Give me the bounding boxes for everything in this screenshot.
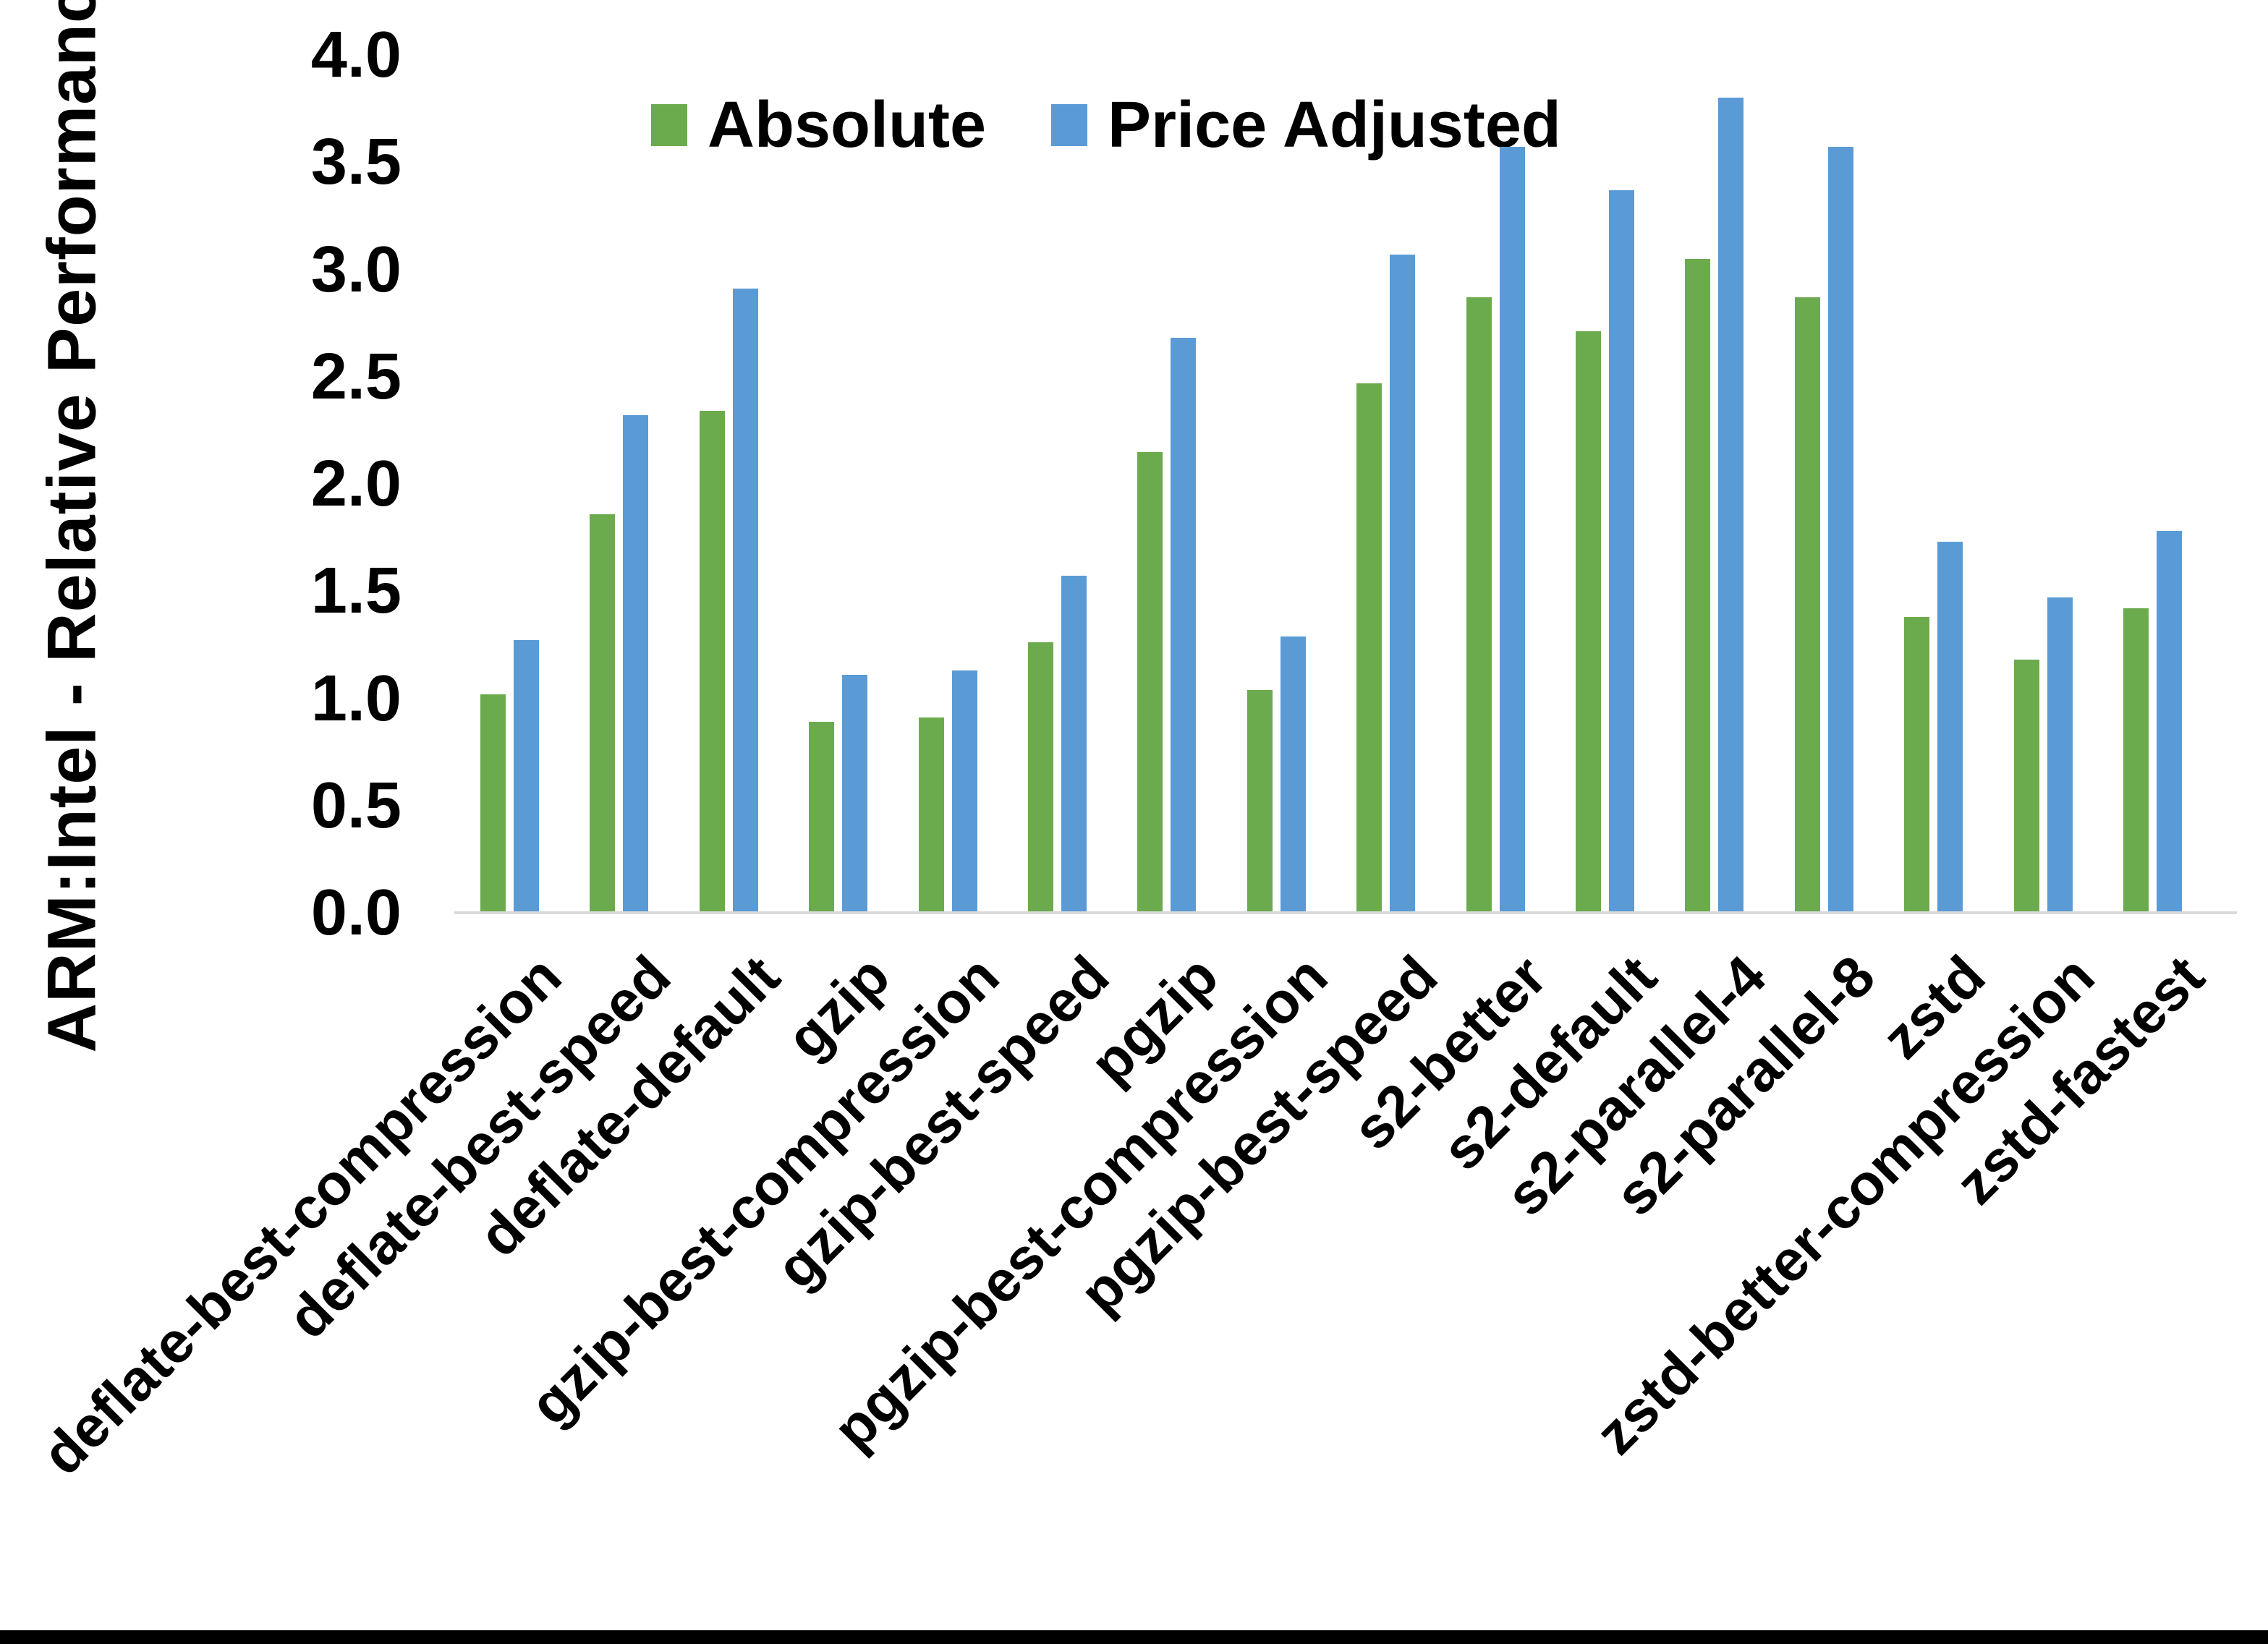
y-tick-1.0: 1.0 <box>310 662 402 735</box>
bar-price-adjusted-s2-parallel-4 <box>1718 98 1744 913</box>
bar-price-adjusted-gzip <box>842 675 867 913</box>
bar-price-adjusted-zstd-better-compression <box>2047 597 2073 913</box>
bar-price-adjusted-pgzip-best-speed <box>1390 255 1415 913</box>
bar-absolute-deflate-best-speed <box>590 514 615 913</box>
legend-swatch-price-adjusted-icon <box>1051 104 1088 146</box>
bar-price-adjusted-gzip-best-speed <box>1061 576 1087 913</box>
bar-price-adjusted-pgzip <box>1171 338 1196 913</box>
y-tick-2.5: 2.5 <box>310 340 402 413</box>
bar-price-adjusted-s2-better <box>1500 147 1525 913</box>
legend-swatch-absolute-icon <box>651 104 687 146</box>
bar-absolute-zstd-better-compression <box>2014 660 2039 913</box>
y-axis-title: ARM:Intel - Relative Performance <box>33 0 111 1053</box>
bar-absolute-pgzip-best-compression <box>1247 690 1273 913</box>
bar-price-adjusted-zstd-fastest <box>2157 531 2182 913</box>
bar-absolute-gzip-best-speed <box>1028 642 1053 913</box>
bar-absolute-deflate-best-compression <box>480 694 506 913</box>
bar-absolute-s2-default <box>1576 331 1601 913</box>
y-tick-3.5: 3.5 <box>310 126 402 199</box>
bar-absolute-s2-parallel-4 <box>1685 259 1710 913</box>
legend: Absolute Price Adjusted <box>651 93 1561 158</box>
bar-price-adjusted-zstd <box>1937 542 1963 913</box>
bar-price-adjusted-s2-parallel-8 <box>1828 147 1853 913</box>
bottom-border <box>0 1630 2268 1644</box>
bar-absolute-zstd <box>1904 617 1929 913</box>
bar-absolute-gzip-best-compression <box>919 717 944 913</box>
y-tick-3.0: 3.0 <box>310 233 402 306</box>
bar-price-adjusted-s2-default <box>1609 190 1634 913</box>
bar-price-adjusted-deflate-default <box>733 289 758 913</box>
legend-item-absolute: Absolute <box>651 93 986 158</box>
bar-absolute-deflate-default <box>700 411 725 913</box>
bar-price-adjusted-gzip-best-compression <box>952 670 977 913</box>
y-tick-0.5: 0.5 <box>310 769 402 842</box>
legend-item-price-adjusted: Price Adjusted <box>1051 93 1561 158</box>
bar-price-adjusted-pgzip-best-compression <box>1280 636 1306 913</box>
y-tick-1.5: 1.5 <box>310 555 402 628</box>
bar-price-adjusted-deflate-best-compression <box>514 640 539 913</box>
bar-absolute-s2-better <box>1466 297 1492 913</box>
y-tick-0.0: 0.0 <box>310 877 402 949</box>
x-axis-line <box>454 911 2237 914</box>
bar-price-adjusted-deflate-best-speed <box>623 415 648 913</box>
bar-absolute-zstd-fastest <box>2123 608 2149 913</box>
y-tick-4.0: 4.0 <box>310 19 402 91</box>
y-tick-2.0: 2.0 <box>310 448 402 520</box>
bar-absolute-gzip <box>809 722 834 913</box>
bar-absolute-s2-parallel-8 <box>1795 297 1820 913</box>
legend-label-price-adjusted: Price Adjusted <box>1108 89 1561 161</box>
bar-absolute-pgzip-best-speed <box>1356 383 1382 913</box>
legend-label-absolute: Absolute <box>708 89 987 161</box>
bar-absolute-pgzip <box>1137 452 1163 913</box>
